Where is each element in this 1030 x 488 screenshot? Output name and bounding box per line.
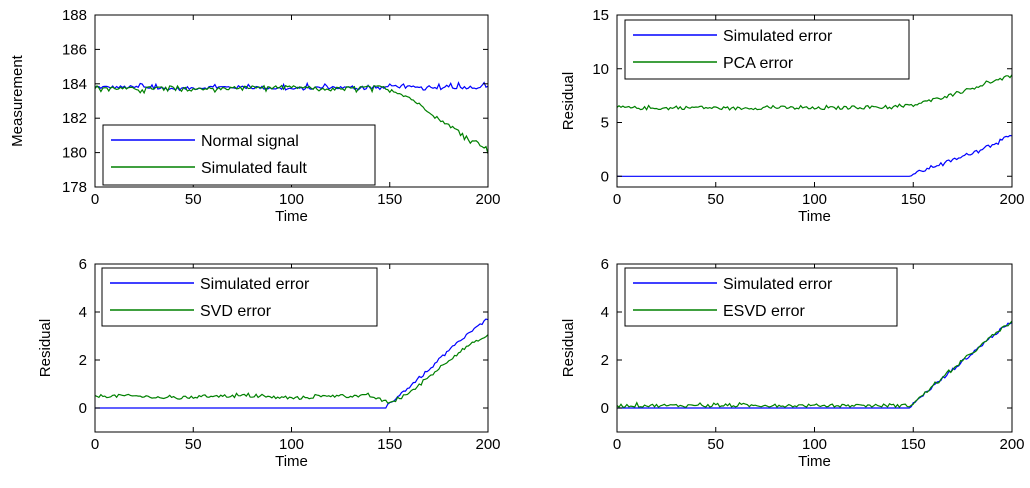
x-tick-label: 50 [707,191,724,208]
legend-box [102,124,376,186]
legend-label: Simulated error [723,28,833,45]
legend: Normal signal Simulated fault [102,124,376,186]
legend-label: Simulated error [200,276,310,293]
y-tick-label: 15 [592,7,609,24]
legend: Simulated error ESVD error [624,267,898,327]
y-tick-label: 2 [79,352,87,369]
subplot-2: 0 50 100 150 200 0 5 10 15 Time Residual Simulated … [560,7,1025,225]
series-line-1 [617,321,1012,409]
y-axis-title: Measurement [9,54,26,147]
legend: Simulated error PCA error [624,19,910,80]
x-tick-label: 200 [999,191,1024,208]
y-tick-label: 182 [62,110,87,127]
x-tick-label: 50 [707,436,724,453]
y-tick-label: 0 [79,400,87,417]
y-tick-label: 186 [62,41,87,58]
x-tick-label: 0 [613,436,621,453]
subplot-3: 0 50 100 150 200 0 2 4 6 Time Residual Simulated er… [37,256,501,470]
y-axis-title: Residual [37,319,54,377]
series-line-2 [617,74,1012,111]
y-tick-label: 10 [592,61,609,78]
x-tick-label: 100 [802,191,827,208]
x-tick-label: 200 [475,436,500,453]
x-tick-label: 100 [802,436,827,453]
x-tick-label: 200 [999,436,1024,453]
y-tick-label: 6 [79,256,87,273]
legend-label: PCA error [723,55,794,72]
legend-box [624,267,898,327]
x-tick-label: 150 [377,436,402,453]
y-tick-label: 0 [601,168,609,185]
legend-label: ESVD error [723,303,805,320]
x-tick-label: 0 [91,436,99,453]
series-line-1 [617,134,1012,177]
series-line-2 [95,334,488,404]
series-line-2 [95,84,488,155]
legend-box [101,267,378,327]
x-tick-label: 150 [901,436,926,453]
series-line-2 [617,320,1012,409]
x-tick-label: 100 [279,191,304,208]
subplot-4: 0 50 100 150 200 0 2 4 6 Time Residual Simulated er… [560,256,1025,470]
y-tick-label: 178 [62,179,87,196]
x-tick-label: 0 [91,191,99,208]
y-tick-label: 180 [62,145,87,162]
x-tick-label: 50 [185,191,202,208]
legend-box [624,19,910,80]
x-axis-title: Time [798,208,831,225]
y-tick-label: 2 [601,352,609,369]
y-tick-label: 184 [62,76,87,93]
x-tick-label: 200 [475,191,500,208]
x-tick-label: 100 [279,436,304,453]
x-axis-title: Time [275,208,308,225]
y-tick-label: 4 [601,304,609,321]
y-axis-title: Residual [560,319,577,377]
legend-label: Normal signal [201,133,299,150]
x-tick-label: 50 [185,436,202,453]
x-axis-title: Time [798,453,831,470]
y-tick-label: 5 [601,115,609,132]
x-tick-label: 150 [901,191,926,208]
legend: Simulated error SVD error [101,267,378,327]
x-tick-label: 0 [613,191,621,208]
legend-label: SVD error [200,303,272,320]
y-tick-label: 188 [62,7,87,24]
subplot-1: 0 50 100 150 200 178 180 182 184 186 188 Time Measur… [9,7,501,225]
y-tick-label: 6 [601,256,609,273]
x-axis-title: Time [275,453,308,470]
y-tick-label: 0 [601,400,609,417]
series-line-1 [95,318,488,409]
legend-label: Simulated fault [201,160,307,177]
x-tick-label: 150 [377,191,402,208]
y-tick-label: 4 [79,304,87,321]
y-axis-title: Residual [560,72,577,130]
series-line-1 [95,81,488,92]
legend-label: Simulated error [723,276,833,293]
